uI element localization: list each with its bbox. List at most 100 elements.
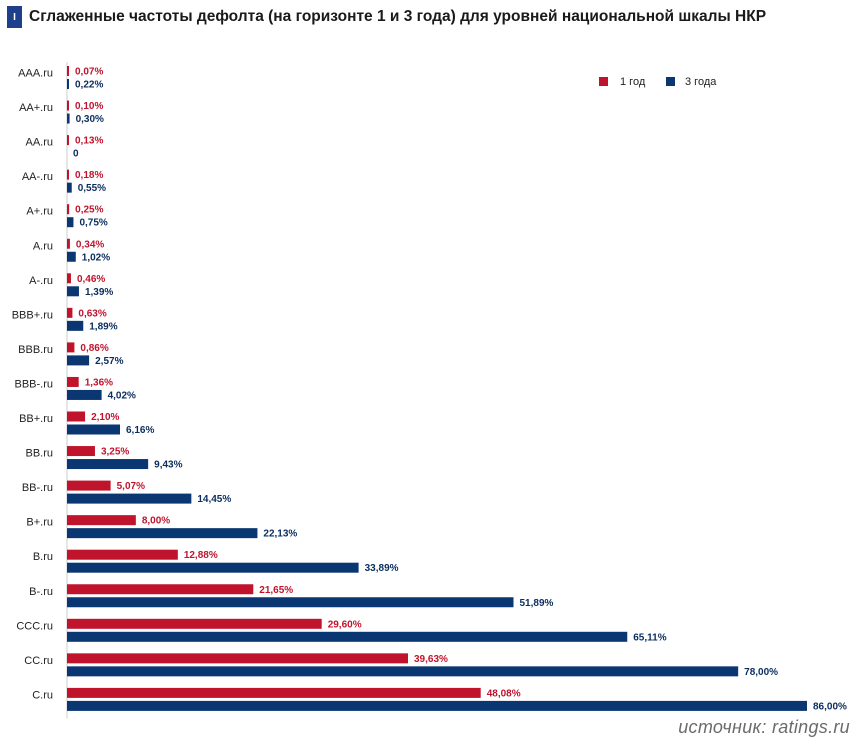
data-label-3y: 78,00% xyxy=(744,667,778,678)
data-label-3y: 1,89% xyxy=(89,321,117,332)
category-label: B-.ru xyxy=(29,586,53,598)
bar-3y xyxy=(67,700,807,711)
data-label-3y: 9,43% xyxy=(154,460,182,471)
data-label-3y: 0,30% xyxy=(76,114,104,125)
data-label-3y: 0,75% xyxy=(79,218,107,229)
data-label-1y: 39,63% xyxy=(414,654,448,665)
bar-1y xyxy=(67,584,254,595)
data-label-3y: 51,89% xyxy=(519,598,553,609)
bar-3y xyxy=(67,528,258,539)
category-label: B+.ru xyxy=(26,517,53,529)
data-label-1y: 2,10% xyxy=(91,412,119,423)
data-label-3y: 86,00% xyxy=(813,701,847,712)
bar-1y xyxy=(67,446,95,457)
bar-1y xyxy=(67,376,79,387)
bar-3y xyxy=(67,182,72,193)
data-label-3y: 1,02% xyxy=(82,252,110,263)
bar-1y xyxy=(67,549,178,560)
category-label: A+.ru xyxy=(26,206,53,218)
data-label-3y: 0,22% xyxy=(75,80,103,91)
bar-1y xyxy=(67,411,86,422)
bar-1y xyxy=(67,687,481,698)
category-label: A-.ru xyxy=(29,275,53,287)
category-label: BBB-.ru xyxy=(14,378,53,390)
data-label-3y: 1,39% xyxy=(85,287,113,298)
data-label-1y: 29,60% xyxy=(328,619,362,630)
bar-1y xyxy=(67,100,69,111)
source-caption: источник: ratings.ru xyxy=(678,717,850,737)
chart-header: I Сглаженные частоты дефолта (на горизон… xyxy=(7,6,766,28)
bar-3y xyxy=(67,459,149,470)
bar-3y xyxy=(67,286,79,297)
section-badge: I xyxy=(7,6,22,28)
bar-1y xyxy=(67,204,70,215)
category-label: AA-.ru xyxy=(22,171,53,183)
data-label-3y: 22,13% xyxy=(263,529,297,540)
data-label-1y: 1,36% xyxy=(85,377,113,388)
bar-1y xyxy=(67,480,111,491)
category-label: BBB+.ru xyxy=(12,309,53,321)
bar-3y xyxy=(67,113,70,124)
bar-1y xyxy=(67,273,71,284)
bar-1y xyxy=(67,238,70,249)
bar-3y xyxy=(67,355,90,366)
bar-3y xyxy=(67,389,102,400)
legend-swatch-3y xyxy=(666,77,675,86)
bar-1y xyxy=(67,135,69,146)
bar-3y xyxy=(67,666,739,677)
data-label-1y: 0,07% xyxy=(75,67,103,78)
bar-3y xyxy=(67,631,628,642)
data-label-3y: 2,57% xyxy=(95,356,123,367)
bar-1y xyxy=(67,515,136,526)
category-label: CCC.ru xyxy=(16,620,53,632)
bar-3y xyxy=(67,493,192,504)
category-label: BB-.ru xyxy=(22,482,53,494)
bar-1y xyxy=(67,169,69,180)
data-label-3y: 4,02% xyxy=(108,390,136,401)
bar-3y xyxy=(67,251,76,262)
data-label-1y: 21,65% xyxy=(259,585,293,596)
data-label-3y: 6,16% xyxy=(126,425,154,436)
data-label-3y: 14,45% xyxy=(197,494,231,505)
category-label: BB.ru xyxy=(25,448,53,460)
data-label-1y: 0,25% xyxy=(75,205,103,216)
data-label-1y: 0,34% xyxy=(76,239,104,250)
category-label: BB+.ru xyxy=(19,413,53,425)
data-label-3y: 0 xyxy=(73,149,79,160)
category-label: B.ru xyxy=(33,551,53,563)
category-label: AAA.ru xyxy=(18,68,53,80)
bar-3y xyxy=(67,597,514,608)
category-label: AA.ru xyxy=(25,137,53,149)
legend-label-1y: 1 год xyxy=(620,76,646,88)
bar-1y xyxy=(67,618,322,629)
data-label-1y: 3,25% xyxy=(101,447,129,458)
bar-3y xyxy=(67,320,84,331)
legend-label-3y: 3 года xyxy=(685,76,717,88)
category-label: AA+.ru xyxy=(19,102,53,114)
category-label: C.ru xyxy=(32,689,53,701)
data-label-1y: 0,63% xyxy=(78,308,106,319)
bar-3y xyxy=(67,562,359,573)
bar-1y xyxy=(67,653,409,664)
category-label: A.ru xyxy=(33,240,53,252)
chart-title: Сглаженные частоты дефолта (на горизонте… xyxy=(29,8,767,25)
bar-3y xyxy=(67,217,74,228)
bar-3y xyxy=(67,79,69,89)
data-label-3y: 33,89% xyxy=(365,563,399,574)
category-label: BBB.ru xyxy=(18,344,53,356)
data-label-1y: 8,00% xyxy=(142,516,170,527)
legend-swatch-1y xyxy=(599,77,608,86)
bar-1y xyxy=(67,307,73,318)
data-label-1y: 12,88% xyxy=(184,550,218,561)
bar-1y xyxy=(67,342,75,353)
data-label-1y: 48,08% xyxy=(487,688,521,699)
data-label-1y: 0,18% xyxy=(75,170,103,181)
data-label-3y: 65,11% xyxy=(633,632,666,643)
data-label-1y: 0,13% xyxy=(75,136,103,147)
bar-3y xyxy=(67,424,121,435)
data-label-1y: 5,07% xyxy=(117,481,145,492)
data-label-3y: 0,55% xyxy=(78,183,106,194)
data-label-1y: 0,46% xyxy=(77,274,105,285)
data-label-1y: 0,86% xyxy=(80,343,108,354)
